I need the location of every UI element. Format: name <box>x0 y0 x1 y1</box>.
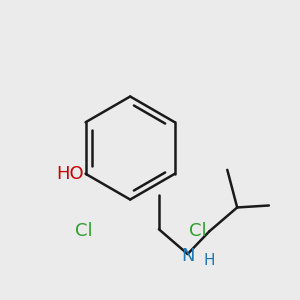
Text: H: H <box>204 254 215 268</box>
Text: Cl: Cl <box>75 222 92 240</box>
Text: N: N <box>181 247 194 265</box>
Text: Cl: Cl <box>189 222 206 240</box>
Text: HO: HO <box>56 165 84 183</box>
